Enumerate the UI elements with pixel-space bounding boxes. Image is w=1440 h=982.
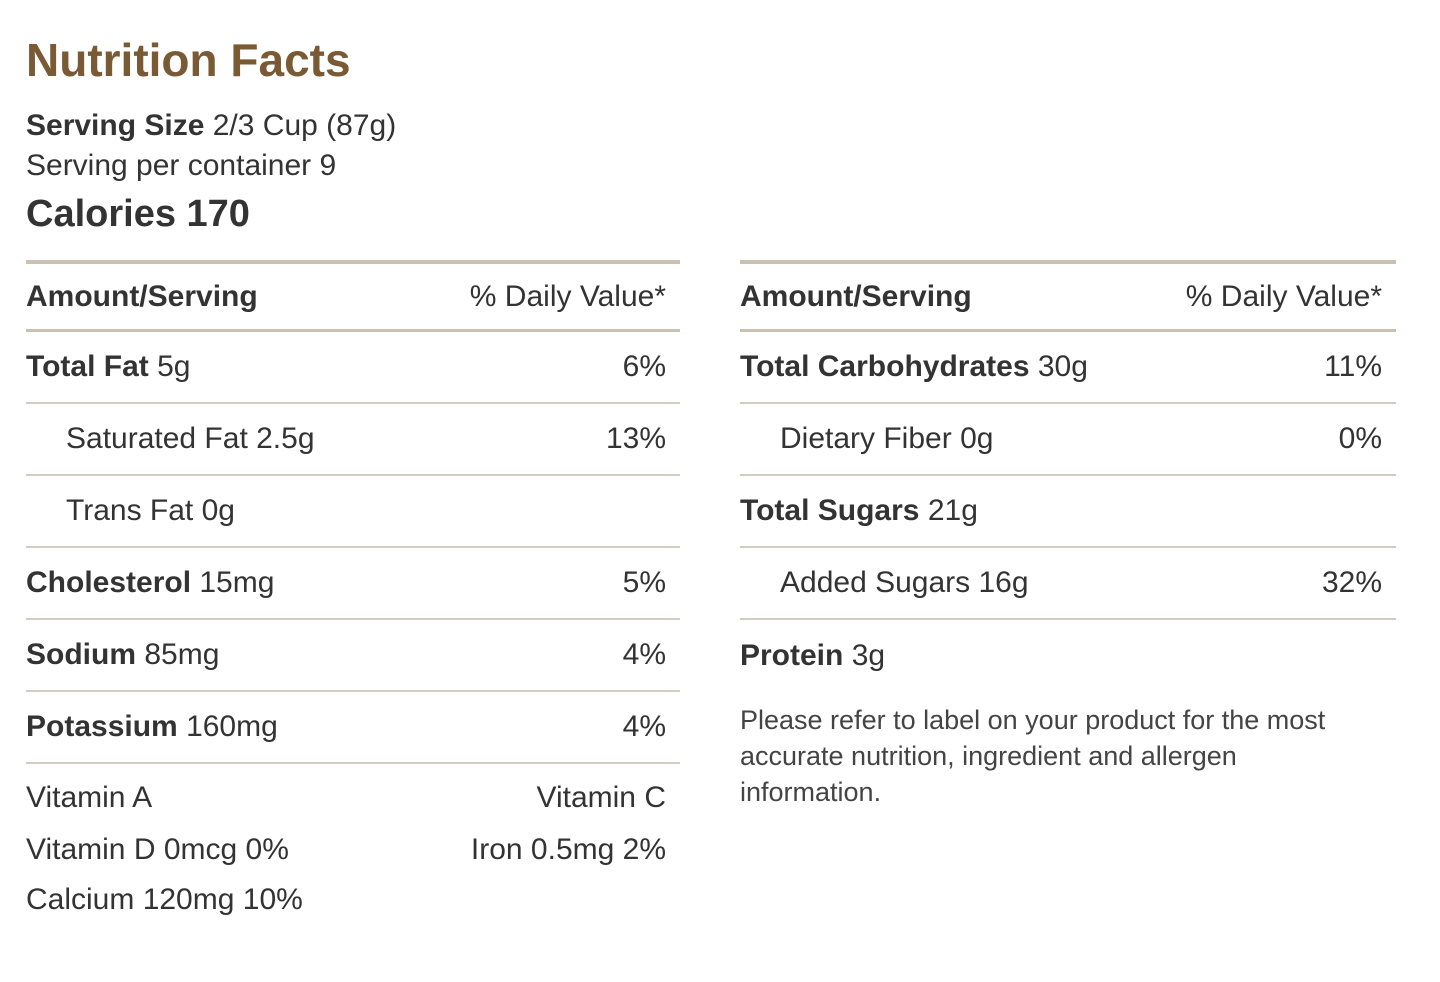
nutrient-name: Sodium (26, 638, 136, 671)
nutrient-daily-value: 0% (1338, 422, 1382, 455)
nutrient-amount: 0g (960, 422, 994, 455)
table-header: Amount/Serving % Daily Value* (26, 260, 680, 332)
nutrient-amount: 3g (851, 639, 886, 672)
nutrient-amount: 30g (1037, 350, 1088, 383)
nutrient-amount: 85mg (144, 638, 220, 671)
vitamin-row: Vitamin D 0mcg 0% Iron 0.5mg 2% (26, 830, 680, 870)
row-cholesterol: Cholesterol 15mg 5% (26, 548, 680, 620)
daily-value-header: % Daily Value* (1185, 279, 1382, 313)
vitamin-a: Vitamin A (26, 781, 153, 814)
amount-serving-header: Amount/Serving (26, 279, 258, 313)
nutrient-amount: 2.5g (256, 422, 315, 455)
nutrient-daily-value: 4% (622, 710, 666, 743)
row-total-sugars: Total Sugars 21g (740, 476, 1396, 548)
nutrient-amount: 16g (978, 566, 1029, 599)
vitamin-c: Vitamin C (536, 781, 667, 814)
nutrient-daily-value: 11% (1324, 350, 1382, 383)
serving-size-value: 2/3 Cup (87g) (212, 109, 397, 142)
nutrient-name: Trans Fat (66, 494, 194, 527)
nutrient-daily-value: 5% (622, 566, 666, 599)
nutrient-name: Added Sugars (780, 566, 971, 599)
vitamin-row: Calcium 120mg 10% (26, 880, 680, 920)
vitamin-d: Vitamin D 0mcg 0% (26, 833, 289, 866)
row-added-sugars: Added Sugars 16g 32% (740, 548, 1396, 620)
row-sodium: Sodium 85mg 4% (26, 620, 680, 692)
iron: Iron 0.5mg 2% (470, 833, 666, 866)
page-title: Nutrition Facts (26, 34, 351, 86)
nutrient-name: Total Carbohydrates (740, 350, 1030, 383)
row-saturated-fat: Saturated Fat 2.5g 13% (26, 404, 680, 476)
nutrient-amount: 0g (201, 494, 235, 527)
table-header: Amount/Serving % Daily Value* (740, 260, 1396, 332)
serving-size: Serving Size 2/3 Cup (87g) (26, 106, 396, 146)
nutrient-name: Total Fat (26, 350, 149, 383)
amount-serving-header: Amount/Serving (740, 279, 972, 313)
row-trans-fat: Trans Fat 0g (26, 476, 680, 548)
nutrient-amount: 21g (927, 494, 978, 527)
row-total-fat: Total Fat 5g 6% (26, 332, 680, 404)
label-disclaimer: Please refer to label on your product fo… (740, 705, 1326, 807)
servings-per-container: Serving per container 9 (26, 149, 337, 182)
row-total-carbohydrates: Total Carbohydrates 30g 11% (740, 332, 1396, 404)
nutrient-name: Protein (740, 639, 844, 672)
nutrition-table-right: Amount/Serving % Daily Value* Total Carb… (740, 260, 1396, 810)
nutrient-name: Dietary Fiber (780, 422, 952, 455)
nutrient-daily-value: 6% (622, 350, 666, 383)
calories: Calories 170 (26, 193, 250, 235)
serving-size-label: Serving Size (26, 109, 205, 142)
nutrient-name: Potassium (26, 710, 178, 743)
nutrient-amount: 160mg (186, 710, 278, 743)
row-dietary-fiber: Dietary Fiber 0g 0% (740, 404, 1396, 476)
nutrient-name: Saturated Fat (66, 422, 248, 455)
nutrition-table-left: Amount/Serving % Daily Value* Total Fat … (26, 260, 680, 920)
vitamin-row: Vitamin A Vitamin C (26, 778, 680, 818)
nutrient-amount: 15mg (199, 566, 275, 599)
nutrient-daily-value: 4% (622, 638, 666, 671)
nutrient-daily-value: 13% (605, 422, 666, 455)
calcium: Calcium 120mg 10% (26, 883, 303, 916)
nutrient-daily-value: 32% (1321, 566, 1382, 599)
nutrient-name: Cholesterol (26, 566, 192, 599)
nutrient-amount: 5g (157, 350, 191, 383)
row-potassium: Potassium 160mg 4% (26, 692, 680, 764)
daily-value-header: % Daily Value* (469, 279, 666, 313)
row-protein: Protein 3g (740, 620, 1396, 692)
vitamins-section: Vitamin A Vitamin C Vitamin D 0mcg 0% Ir… (26, 764, 680, 920)
nutrient-name: Total Sugars (740, 494, 920, 527)
